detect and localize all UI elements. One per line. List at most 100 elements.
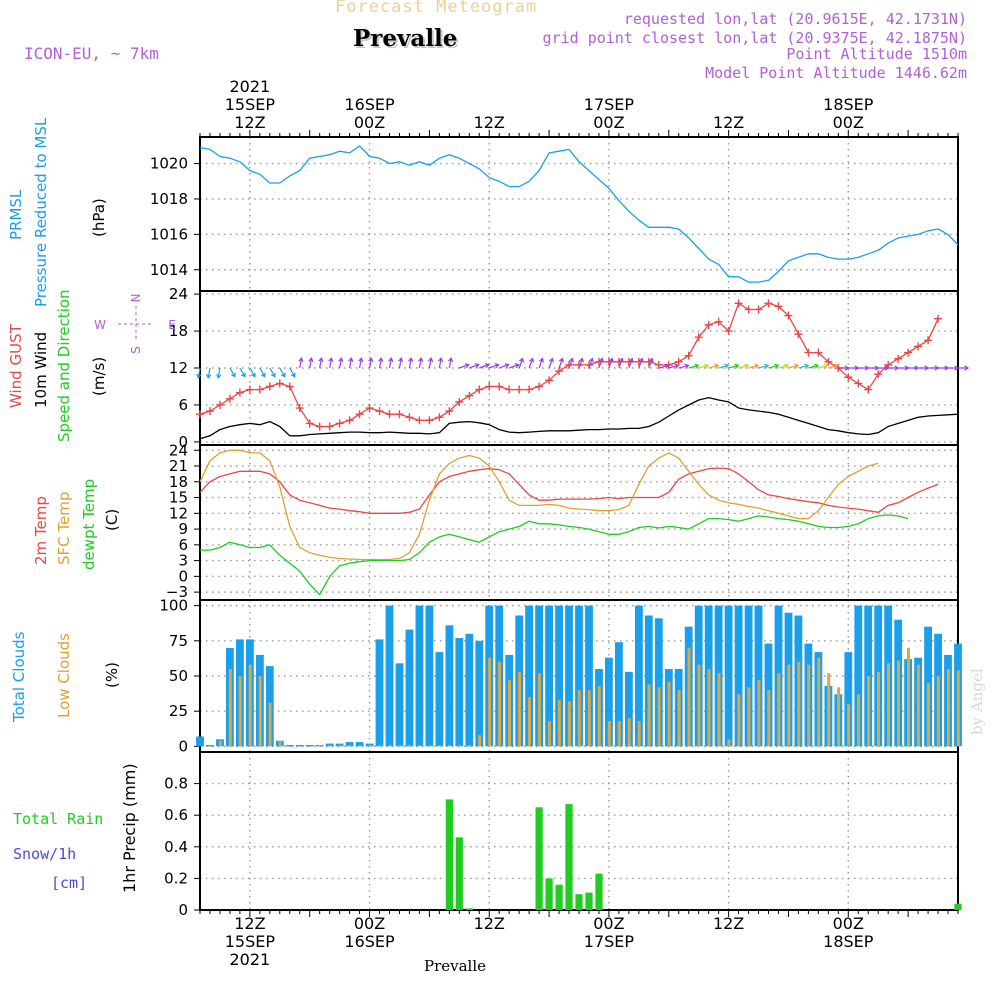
bar-total-rain (585, 892, 593, 910)
bar-low-clouds (278, 740, 282, 747)
bar-total-clouds (734, 605, 743, 747)
bar-total-rain (545, 878, 553, 910)
wind-direction-arrow (588, 357, 594, 369)
bar-total-rain (455, 837, 463, 910)
y-tick-label: 24 (169, 285, 188, 303)
bar-total-rain (575, 894, 583, 910)
y-tick-label: 0.2 (164, 869, 188, 887)
x-tick-label-bottom: 17SEP (584, 932, 635, 951)
wind-direction-arrow (678, 363, 690, 369)
bar-low-clouds (857, 694, 861, 747)
wind-direction-arrow (778, 363, 790, 369)
wind-direction-arrow (269, 367, 276, 378)
bar-low-clouds (358, 745, 362, 747)
bar-low-clouds (637, 721, 641, 747)
gust-marker (515, 385, 524, 394)
x-tick-label-bottom: 16SEP (344, 932, 395, 951)
wind-direction-arrow (239, 367, 246, 378)
bar-total-clouds (864, 605, 873, 747)
wind-direction-arrow (548, 357, 554, 369)
gust-marker (694, 333, 703, 342)
bar-total-clouds (565, 605, 573, 747)
gust-marker (784, 311, 793, 320)
wind-direction-arrow (598, 357, 604, 369)
y-tick-label: 0 (178, 901, 188, 919)
x-tick-label-top: 18SEP (823, 95, 874, 114)
wind-direction-arrow (348, 357, 354, 369)
panel-frame-precip (199, 751, 959, 911)
gust-marker (425, 416, 434, 425)
wind-direction-arrow (518, 357, 524, 369)
y-tick-label: 0 (178, 737, 188, 755)
bar-total-clouds (854, 605, 863, 747)
bar-low-clouds (867, 676, 871, 747)
bar-total-clouds (375, 639, 384, 747)
gust-marker (555, 367, 564, 376)
series-line-10m-wind (199, 396, 959, 440)
x-tick-label-bottom: 12Z (474, 914, 505, 933)
bar-low-clouds (468, 745, 472, 747)
bar-low-clouds (248, 664, 252, 747)
bar-total-clouds (635, 605, 643, 747)
bar-total-clouds (615, 642, 623, 747)
gust-marker (215, 400, 224, 409)
gust-marker (854, 379, 863, 388)
wind-direction-arrow (628, 357, 634, 369)
bar-low-clouds (537, 673, 541, 747)
bar-total-clouds (206, 745, 214, 747)
bar-total-clouds (285, 745, 294, 747)
bar-total-clouds (345, 742, 354, 747)
gust-marker (794, 330, 803, 339)
wind-direction-arrow (608, 357, 614, 369)
gust-marker (894, 354, 903, 363)
y-tick-label: −3 (166, 583, 188, 601)
x-tick-label-top: 16SEP (344, 95, 395, 114)
wind-direction-arrow (708, 363, 720, 369)
wind-direction-arrow (298, 357, 304, 369)
gust-marker (255, 385, 264, 394)
x-tick-label-bottom: 12Z (713, 914, 744, 933)
bar-low-clouds (777, 673, 781, 747)
y-tick-label: 6 (178, 396, 188, 414)
y-tick-label: 9 (178, 520, 188, 538)
y-tick-label: 15 (169, 489, 188, 507)
bar-low-clouds (597, 685, 601, 747)
footer-station-name: Prevalle (424, 957, 487, 975)
gust-marker (814, 348, 823, 357)
wind-direction-arrow (206, 367, 212, 379)
wind-direction-arrow (818, 363, 830, 369)
bar-total-clouds (625, 671, 633, 747)
bar-low-clouds (518, 671, 521, 747)
bar-total-clouds (355, 742, 364, 747)
bar-total-clouds (575, 605, 583, 747)
model-label: ICON-EU, ~ 7km (24, 44, 159, 63)
gust-marker (674, 357, 683, 366)
x-tick-label-top: 17SEP (584, 95, 635, 114)
series-line-2m-temp (199, 467, 939, 514)
gust-marker (724, 327, 733, 336)
wind-direction-arrow (338, 357, 344, 369)
y-tick-label: 12 (169, 359, 188, 377)
gust-marker (824, 357, 833, 366)
y-tick-label: 24 (169, 441, 188, 459)
wind-direction-arrow (698, 363, 710, 369)
bar-low-clouds (458, 745, 462, 747)
x-tick-label-bottom: 12Z (234, 914, 265, 933)
wind-direction-arrow (398, 357, 404, 369)
bar-total-rain (595, 873, 603, 910)
bar-low-clouds (378, 745, 382, 747)
gust-marker (734, 299, 743, 308)
grid-point-coords: grid point closest lon,lat (20.9375E, 42… (542, 29, 967, 47)
x-tick-label-bottom: 00Z (833, 914, 864, 933)
y-tick-label: 50 (169, 667, 188, 685)
wind-direction-arrow (488, 363, 500, 369)
gust-marker (395, 410, 404, 419)
y-tick-label: 0.8 (164, 775, 188, 793)
gust-marker (205, 407, 214, 416)
bar-low-clouds (657, 687, 661, 747)
compass-label-s: S (129, 346, 143, 354)
wind-direction-arrow (858, 365, 870, 371)
x-tick-label-top: 00Z (354, 113, 385, 132)
gust-marker (545, 376, 554, 385)
wind-direction-arrow (358, 357, 364, 369)
